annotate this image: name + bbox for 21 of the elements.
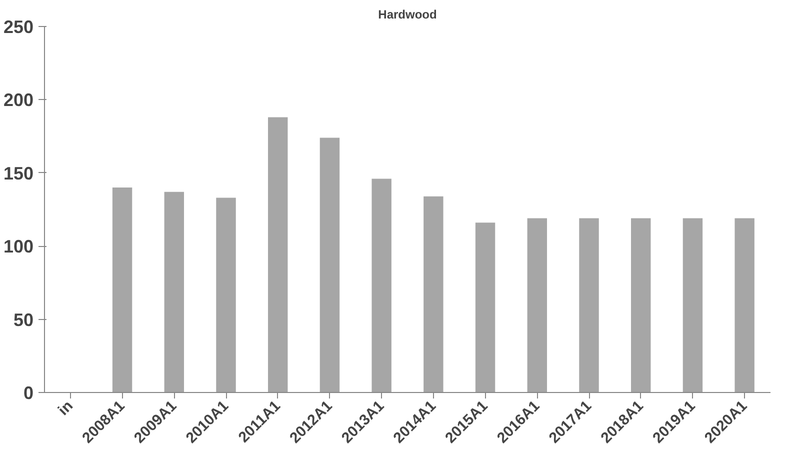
bar	[320, 138, 340, 392]
bar	[424, 196, 444, 392]
bar	[527, 218, 547, 392]
x-tick-label: in	[54, 397, 76, 419]
y-tick-label: 150	[3, 163, 34, 184]
bar	[268, 117, 288, 392]
y-tick-label: 200	[3, 90, 34, 110]
y-tick-label: 50	[13, 310, 34, 330]
y-tick-label: 100	[3, 236, 34, 257]
bar	[475, 222, 496, 392]
chart-title: Hardwood	[378, 8, 437, 22]
y-tick-label: 250	[3, 17, 34, 37]
bar	[216, 198, 236, 392]
bar	[734, 218, 754, 392]
bar	[631, 218, 651, 392]
bar	[579, 218, 599, 392]
bar	[682, 218, 703, 392]
bar	[164, 192, 184, 392]
bar	[372, 178, 392, 392]
y-tick-label: 0	[23, 383, 34, 403]
bar	[112, 188, 132, 392]
